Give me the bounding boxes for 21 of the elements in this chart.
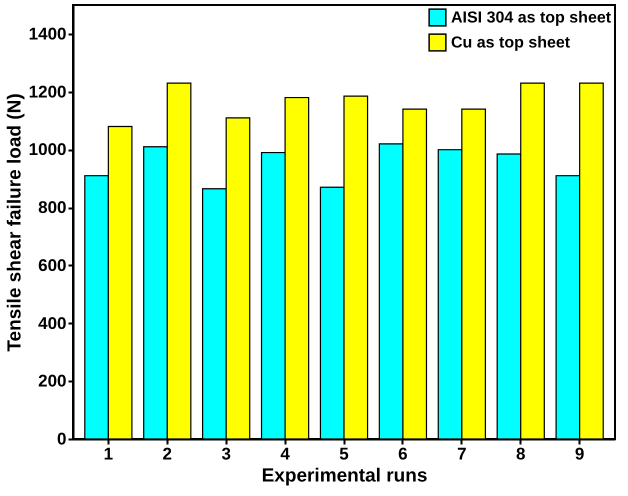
x-tick-label: 2: [162, 444, 172, 464]
x-tick-label: 3: [221, 444, 231, 464]
x-tick-label: 9: [574, 444, 584, 464]
y-tick-label: 800: [38, 198, 66, 218]
y-tick-label: 1200: [28, 82, 66, 102]
y-tick-label: 1000: [28, 140, 66, 160]
x-tick-label: 1: [104, 444, 114, 464]
y-tick-label: 600: [38, 256, 66, 275]
x-tick-label: 7: [457, 444, 467, 464]
y-tick-label: 1400: [28, 24, 66, 44]
legend-label: Cu as top sheet: [451, 34, 571, 52]
y-tick-label: 400: [38, 314, 66, 333]
x-tick-label: 4: [280, 444, 290, 464]
y-tick-label: 200: [38, 372, 66, 391]
legend-label: AISI 304 as top sheet: [451, 10, 612, 26]
x-tick-label: 6: [398, 444, 408, 464]
x-tick-label: 5: [339, 444, 349, 464]
x-tick-label: 8: [516, 444, 526, 464]
x-axis-title: Experimental runs: [262, 466, 428, 486]
y-axis-title: Tensile shear failure load (N): [4, 93, 26, 352]
y-tick-label: 0: [57, 430, 66, 448]
